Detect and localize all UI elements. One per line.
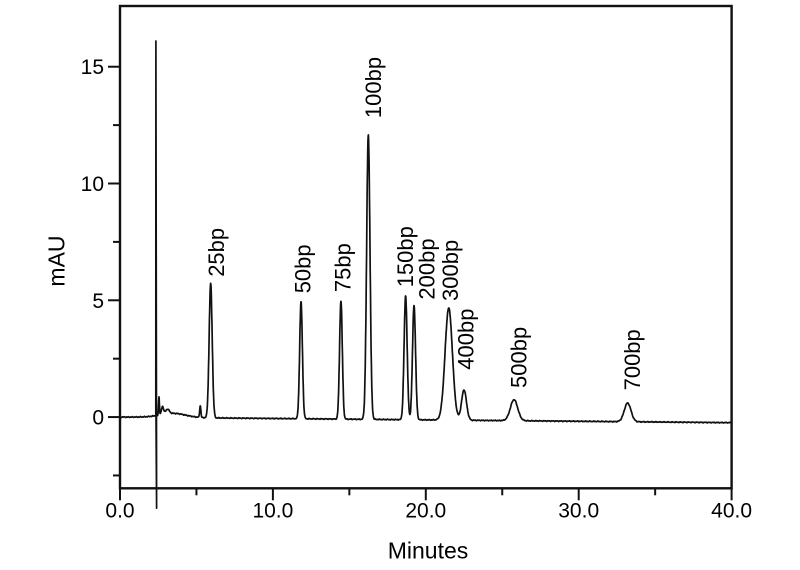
x-axis-tick-label: 0.0	[105, 499, 134, 522]
x-axis-tick-label: 20.0	[405, 499, 446, 522]
peak-label: 50bp	[291, 244, 316, 293]
x-axis-tick-label: 40.0	[711, 499, 752, 522]
peak-label: 200bp	[415, 238, 440, 299]
peak-label: 75bp	[330, 243, 355, 292]
y-axis-tick-label: 0	[92, 407, 104, 430]
chromatogram-trace	[119, 40, 733, 510]
x-axis-title: Minutes	[387, 537, 469, 564]
peak-label: 150bp	[393, 226, 418, 287]
x-axis-tick-label: 30.0	[558, 499, 599, 522]
peak-label: 700bp	[620, 329, 645, 390]
y-axis-tick-label: 15	[81, 56, 104, 79]
plot-frame	[118, 4, 733, 490]
peak-label: 500bp	[507, 327, 532, 388]
y-axis-tick-label: 10	[81, 173, 104, 196]
peak-label: 25bp	[204, 228, 229, 277]
peak-label: 400bp	[454, 309, 479, 370]
peak-label: 100bp	[361, 57, 386, 118]
x-axis-tick-label: 10.0	[252, 499, 293, 522]
y-axis-title: mAU	[43, 235, 70, 287]
y-axis-tick-label: 5	[92, 290, 104, 313]
peak-label: 300bp	[438, 240, 463, 301]
